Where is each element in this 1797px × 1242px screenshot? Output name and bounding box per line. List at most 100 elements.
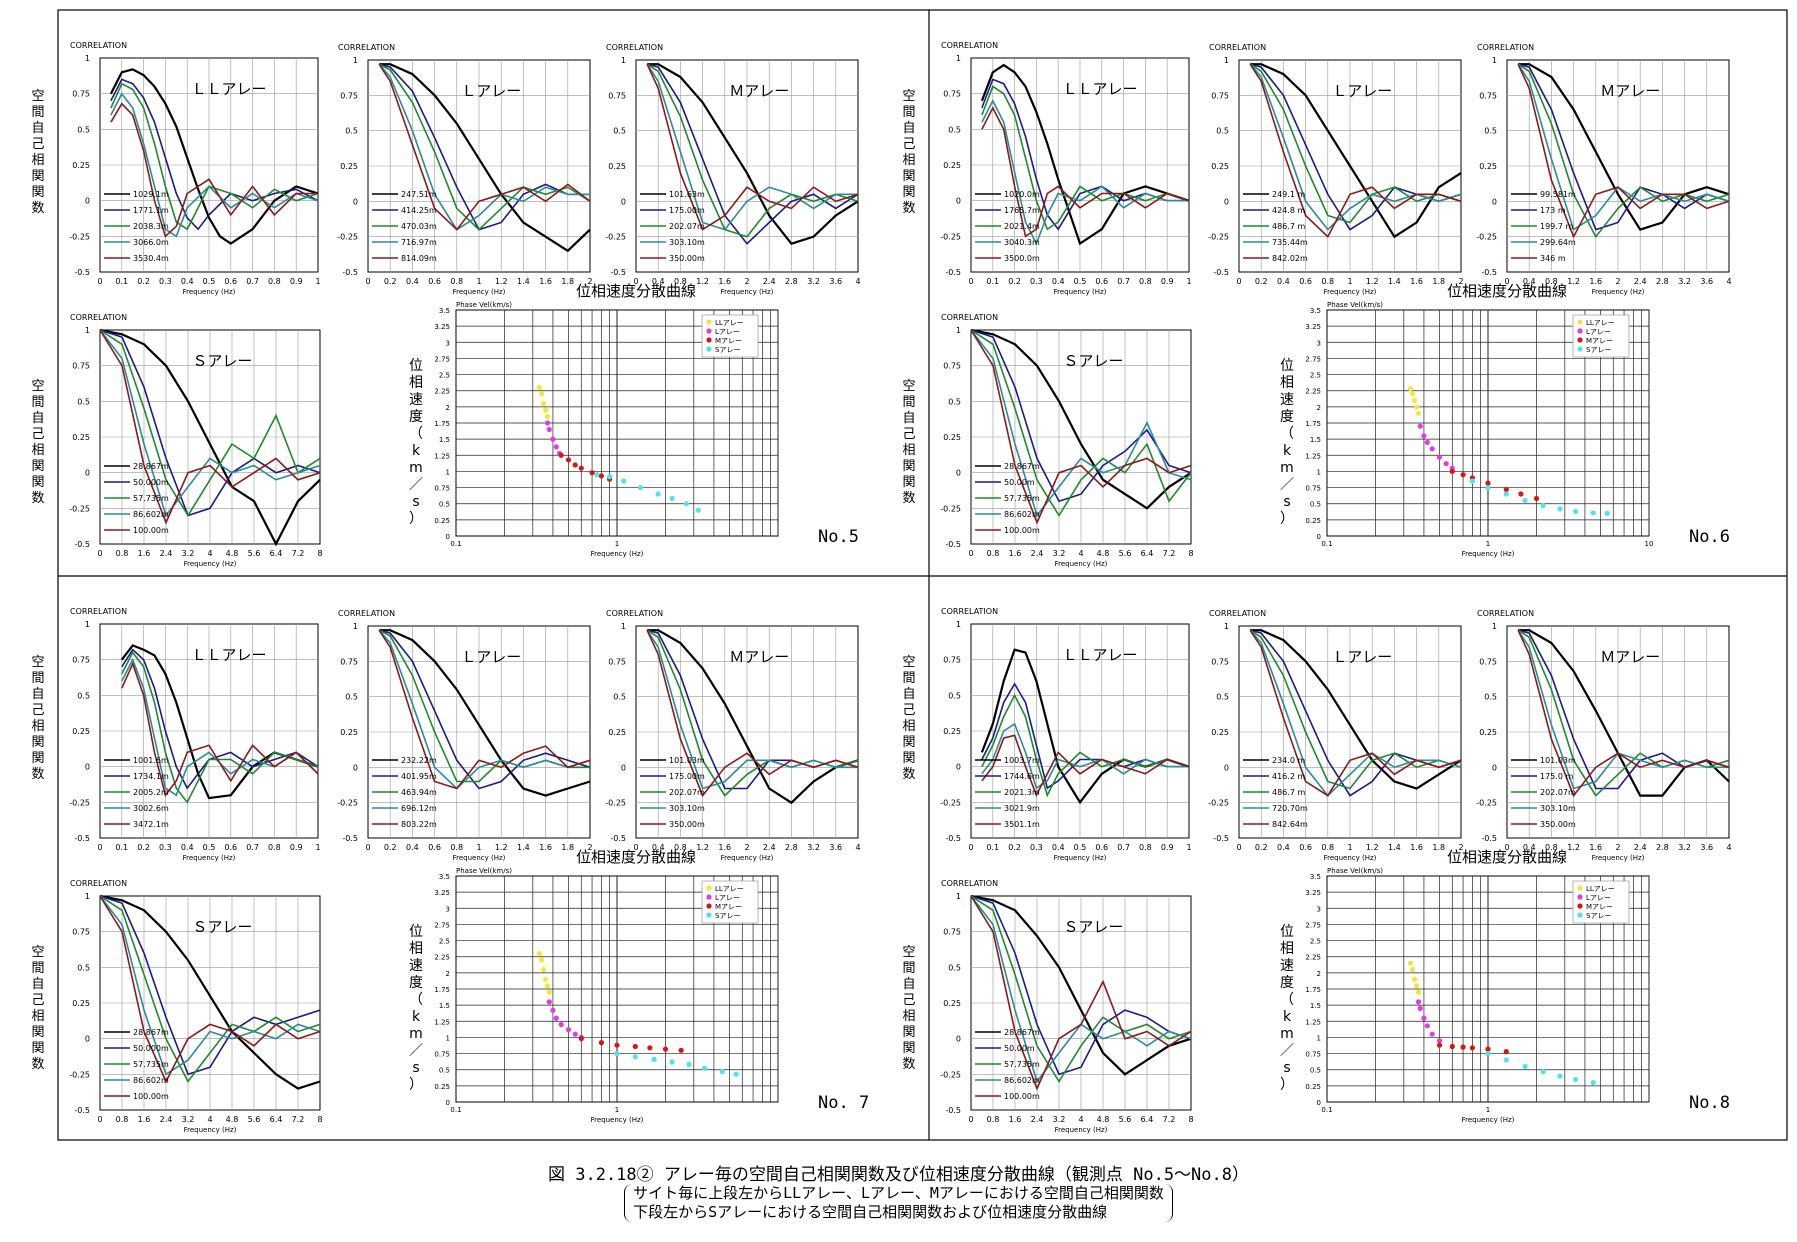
data-point-1 bbox=[1412, 397, 1418, 403]
data-point-4 bbox=[719, 1069, 725, 1075]
corr-ylabel-char: 空 bbox=[902, 655, 915, 670]
legend-marker bbox=[706, 903, 712, 909]
y-tick-label: 1 bbox=[85, 326, 90, 335]
dispersion-ylabel-char: m bbox=[1280, 1026, 1294, 1042]
x-tick-label: 0.4 bbox=[652, 277, 665, 286]
y-tick-label: 0.25 bbox=[72, 999, 90, 1008]
x-tick-label: 1.6 bbox=[1589, 277, 1602, 286]
legend-label: 3002.6m bbox=[133, 804, 169, 813]
dispersion-title: 位相速度分散曲線 bbox=[1447, 282, 1567, 300]
y-tick-label: 1.75 bbox=[1305, 986, 1321, 994]
x-tick-label: 4.8 bbox=[1097, 1115, 1110, 1124]
data-point-3 bbox=[589, 470, 595, 476]
y-tick-label: 0.75 bbox=[1211, 657, 1229, 666]
dispersion-ylabel-char: 度 bbox=[409, 409, 423, 425]
x-tick-label: 1.4 bbox=[1388, 277, 1401, 286]
corr-ylabel-char: 数 bbox=[31, 491, 44, 506]
x-tick-label: 1.6 bbox=[138, 549, 151, 558]
x-tick-label: 0.6 bbox=[428, 277, 441, 286]
x-tick-label: 0.6 bbox=[1299, 277, 1312, 286]
legend-label: 101.03m bbox=[669, 756, 705, 765]
data-point-4 bbox=[702, 1065, 708, 1071]
x-tick-label: 1 bbox=[1486, 1106, 1490, 1114]
x-tick-label: 0.8 bbox=[268, 843, 281, 852]
corr-ylabel-char: 己 bbox=[31, 427, 44, 442]
legend-label: 100.00m bbox=[133, 1092, 169, 1101]
y-tick-label: 1 bbox=[1492, 56, 1497, 65]
legend-label: 86.602m bbox=[133, 510, 169, 519]
x-tick-label: 0 bbox=[365, 277, 370, 286]
panel-title: ＬＬアレー bbox=[1063, 646, 1138, 664]
y-tick-label: 0 bbox=[446, 533, 450, 541]
series-line-3 bbox=[1249, 629, 1462, 790]
y-tick-label: 0.5 bbox=[1216, 127, 1229, 136]
x-tick-label: 3.2 bbox=[807, 277, 820, 286]
data-point-4 bbox=[1604, 510, 1610, 516]
legend-label: 1765.7m bbox=[1004, 206, 1040, 215]
data-point-2 bbox=[1417, 423, 1423, 429]
dispersion-ylabel-char: ） bbox=[409, 1077, 423, 1093]
data-point-3 bbox=[1503, 1049, 1509, 1055]
dispersion-ylabel-char: 相 bbox=[1280, 941, 1294, 957]
y-tick-label: 0 bbox=[446, 1099, 450, 1107]
x-tick-label: 0.6 bbox=[428, 843, 441, 852]
legend-marker bbox=[1577, 894, 1583, 900]
panel-title: Ｌアレー bbox=[461, 82, 521, 100]
dispersion-ylabel-char: （ bbox=[1280, 426, 1294, 442]
y-tick-label: 0.25 bbox=[943, 433, 961, 442]
x-tick-label: 0.1 bbox=[986, 277, 999, 286]
legend-label: Mアレー bbox=[1586, 337, 1613, 345]
legend-label: 57.735m bbox=[1004, 1060, 1040, 1069]
data-point-2 bbox=[558, 1021, 564, 1028]
series-line-2 bbox=[378, 629, 591, 790]
x-axis-label: Frequency (Hz) bbox=[1592, 288, 1645, 296]
legend-marker bbox=[1577, 885, 1583, 891]
x-tick-label: 6.4 bbox=[1141, 549, 1154, 558]
data-point-2 bbox=[1417, 1005, 1423, 1012]
x-tick-label: 5.6 bbox=[1119, 549, 1132, 558]
panel-title: Ｓアレー bbox=[1063, 918, 1123, 936]
data-point-4 bbox=[655, 491, 661, 497]
x-axis-label: Frequency (Hz) bbox=[1054, 854, 1107, 862]
x-tick-label: 0.9 bbox=[1161, 277, 1174, 286]
x-tick-label: 5.6 bbox=[248, 549, 261, 558]
y-tick-label: 0.5 bbox=[1484, 127, 1497, 136]
y-tick-label: 0.75 bbox=[434, 1051, 450, 1059]
x-tick-label: 0 bbox=[1504, 277, 1509, 286]
legend-marker bbox=[1577, 337, 1583, 343]
legend-label: 173 m bbox=[1540, 206, 1566, 215]
dispersion-ylabel-char: 位 bbox=[409, 924, 423, 940]
series-line-5 bbox=[378, 63, 591, 231]
legend-label: 842.64m bbox=[1272, 820, 1308, 829]
y-tick-label: 0.75 bbox=[1305, 1051, 1321, 1059]
corr-ylabel-char: 自 bbox=[31, 411, 44, 426]
legend-label: 100.00m bbox=[133, 526, 169, 535]
x-axis-label: Frequency (Hz) bbox=[721, 854, 774, 862]
panel-title: Ｓアレー bbox=[1063, 352, 1123, 370]
y-tick-label: 0.75 bbox=[72, 90, 90, 99]
data-point-4 bbox=[1485, 1051, 1491, 1057]
x-tick-label: 10 bbox=[1645, 540, 1654, 548]
figure-note-line-1: サイト毎に上段左からLLアレー、Lアレー、Mアレーにおける空間自己相関関数 bbox=[633, 1184, 1164, 1202]
y-tick-label: 2 bbox=[446, 970, 450, 978]
dispersion-ylabel-char: （ bbox=[409, 992, 423, 1008]
x-tick-label: 3.2 bbox=[182, 549, 195, 558]
y-tick-label: 0.75 bbox=[943, 362, 961, 371]
corr-ylabel-char: 自 bbox=[31, 121, 44, 136]
data-point-3 bbox=[614, 1042, 620, 1048]
legend-label: 100.00m bbox=[1004, 526, 1040, 535]
data-point-2 bbox=[546, 426, 552, 433]
y-tick-label: 0.25 bbox=[340, 728, 358, 737]
x-tick-label: 0 bbox=[97, 549, 102, 558]
y-tick-label: 1 bbox=[1224, 56, 1229, 65]
y-tick-label: 0 bbox=[1317, 1099, 1321, 1107]
corr-ylabel-char: 相 bbox=[31, 1009, 44, 1024]
x-tick-label: 4.8 bbox=[1097, 549, 1110, 558]
y-tick-label: 1 bbox=[85, 620, 90, 629]
legend-label: 175.00m bbox=[669, 206, 705, 215]
x-tick-label: 2.4 bbox=[160, 1115, 173, 1124]
legend-label: 28.867m bbox=[133, 462, 169, 471]
dispersion-ylabel-char: ） bbox=[409, 511, 423, 527]
legend-label: 696.12m bbox=[401, 804, 437, 813]
dispersion-ylabel-char: ／ bbox=[409, 477, 423, 493]
